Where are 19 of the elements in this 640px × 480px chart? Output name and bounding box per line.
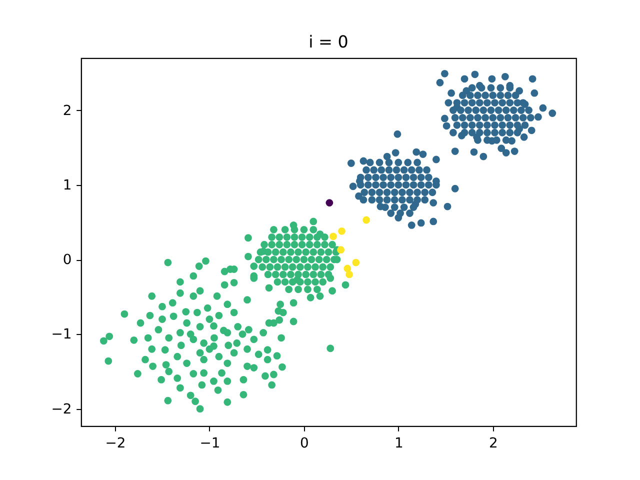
point: [346, 270, 353, 278]
point: [352, 258, 360, 266]
y-tick-label: 1: [62, 177, 72, 194]
x-tick-label: −2: [105, 435, 126, 452]
point: [344, 264, 352, 272]
point: [330, 232, 337, 240]
point: [337, 246, 344, 254]
y-tick-label: −1: [51, 326, 72, 343]
point: [338, 227, 346, 235]
x-tick-label: 2: [488, 435, 498, 452]
x-tick-label: 0: [300, 435, 309, 452]
y-tick-label: −2: [51, 401, 72, 418]
y-tick-label: 0: [62, 252, 72, 268]
chart-title: i = 0: [308, 31, 348, 52]
x-tick-label: 1: [394, 435, 404, 452]
point: [362, 216, 370, 224]
point: [326, 199, 334, 207]
x-tick-label: −1: [200, 435, 220, 452]
y-tick-label: 2: [62, 102, 72, 119]
